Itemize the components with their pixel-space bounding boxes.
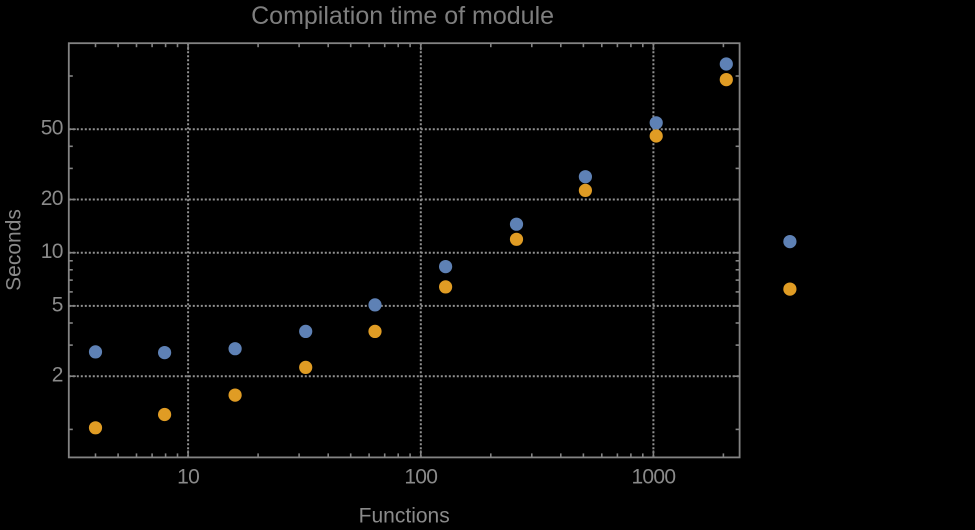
svg-text:5: 5 (52, 293, 63, 316)
svg-text:2: 2 (52, 364, 63, 387)
svg-text:20: 20 (41, 187, 63, 210)
svg-text:Functions: Functions (359, 505, 450, 525)
svg-text:10: 10 (41, 240, 63, 263)
svg-text:50: 50 (41, 117, 63, 140)
svg-text:10: 10 (177, 466, 199, 489)
svg-text:Compilation time of module: Compilation time of module (251, 2, 554, 30)
svg-text:1000: 1000 (631, 466, 675, 489)
svg-text:100: 100 (404, 466, 437, 489)
svg-text:Seconds: Seconds (3, 209, 26, 291)
